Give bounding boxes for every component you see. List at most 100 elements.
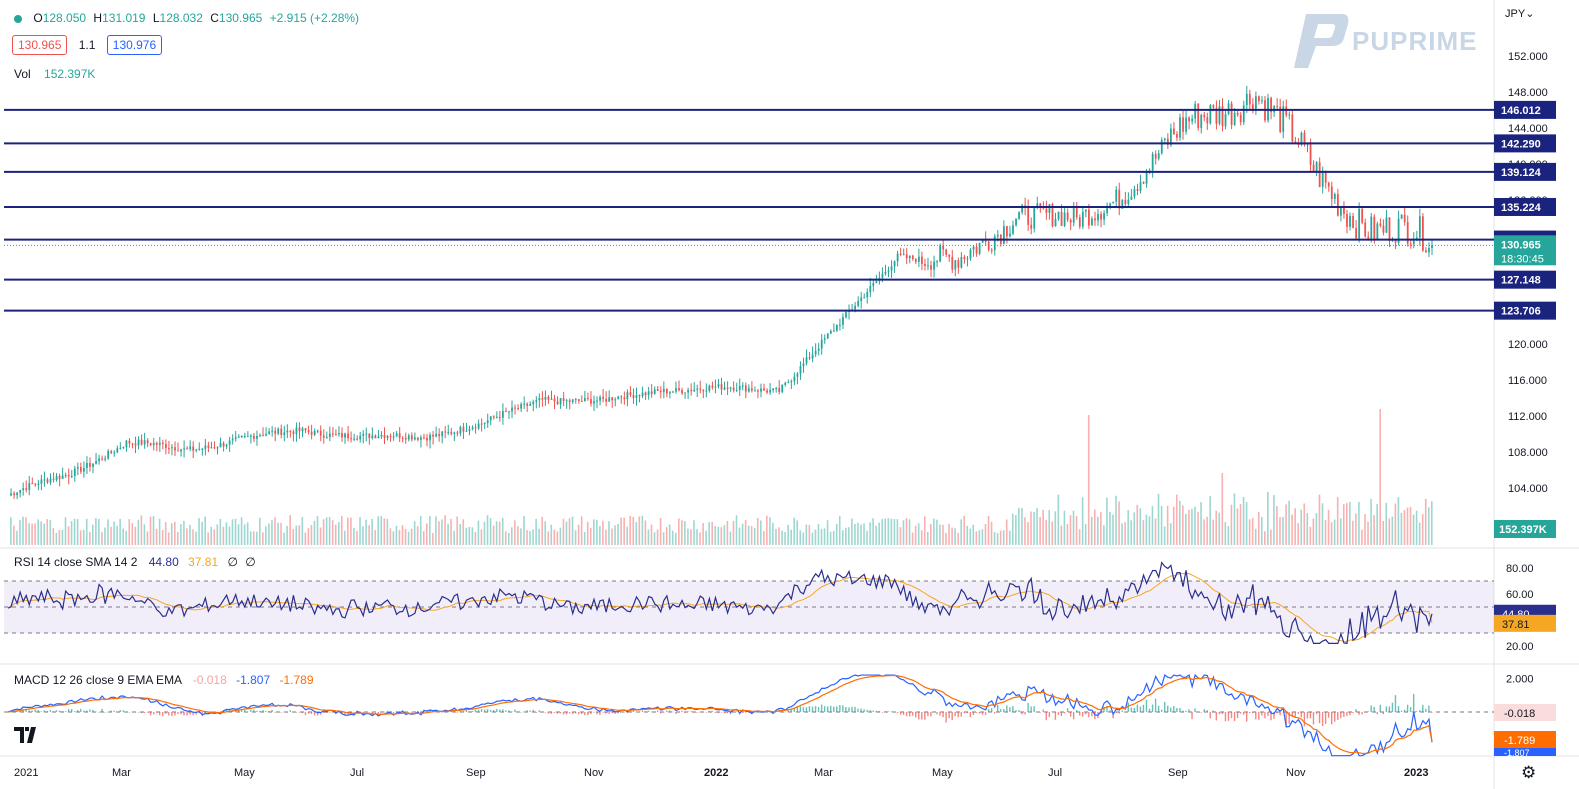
macd-histogram-bar [298,711,301,713]
macd-histogram-bar [532,709,534,712]
volume-bar [1021,507,1023,545]
candle-body [1188,117,1191,122]
macd-histogram-bar [638,711,641,713]
volume-bar [738,527,741,545]
candle-body [386,435,389,438]
volume-bar [113,521,115,545]
volume-bar [829,531,832,545]
macd-histogram-bar [1130,707,1133,712]
candle-body [174,447,176,451]
volume-bar [301,516,304,545]
volume-bar [638,516,641,545]
candle-body [1376,223,1379,241]
macd-histogram-bar [462,711,465,712]
volume-bar [49,519,52,545]
volume-bar [495,521,498,545]
volume-bar [520,528,522,545]
macd-histogram-bar [1060,712,1063,716]
volume-bar [1270,529,1272,545]
candle-body [429,434,431,441]
candle-body [243,435,246,437]
macd-histogram-bar [514,709,516,712]
candle-body [1270,97,1272,113]
volume-bar [717,526,720,545]
volume-bar [1039,517,1041,545]
macd-histogram-bar [811,706,814,712]
macd-histogram-bar [887,711,890,712]
volume-bar [577,524,580,545]
buy-button[interactable]: 130.976 [106,35,163,55]
volume-bar [316,515,319,545]
macd-histogram-bar [1221,712,1224,715]
candle-body [228,440,231,445]
candle-body [687,389,690,393]
volume-bar [167,532,170,545]
macd-histogram-bar [881,712,884,713]
volume-bar [784,531,786,545]
macd-histogram-bar [1258,712,1260,720]
macd-histogram-bar [578,712,580,715]
low-label: L [152,11,160,25]
macd-histogram-bar [480,708,483,712]
volume-bar [547,531,550,545]
volume-bar [371,518,373,545]
gear-icon[interactable]: ⚙ [1521,763,1537,782]
sell-button[interactable]: 130.965 [12,35,68,55]
macd-hist-tag-label: -0.018 [1504,708,1535,720]
volume-bar [501,517,504,545]
candle-body [1066,212,1069,220]
volume-bar [948,523,950,545]
macd-histogram-bar [492,710,495,712]
macd-histogram-bar [684,712,686,713]
volume-bar [52,528,55,545]
candle-body [511,407,513,412]
volume-bar [1379,409,1381,545]
macd-histogram-bar [1094,712,1096,720]
candle-body [1091,218,1093,226]
currency-selector[interactable]: JPY⌄ [1505,7,1534,20]
candle-body [280,428,283,436]
volume-bar [441,519,443,545]
candle-body [1327,182,1330,187]
candle-body [1118,189,1121,209]
volume-bar [61,529,64,545]
macd-histogram-bar [1151,704,1154,712]
volume-bar [1118,501,1120,545]
macd-histogram-bar [77,710,79,712]
macd-histogram-bar [326,712,328,713]
current-price-tag [1494,235,1556,266]
candle-body [608,397,611,402]
macd-histogram-bar [280,712,282,713]
candle-body [717,384,720,387]
volume-bar [274,517,276,545]
candle-body [134,443,137,446]
candle-body [996,234,999,237]
candle-body [40,479,43,484]
volume-bar [611,528,613,545]
volume-bar [699,532,701,545]
macd-histogram-bar [729,712,732,715]
candle-body [930,265,932,270]
volume-bar [122,528,124,545]
candle-body [213,447,216,449]
macd-histogram-bar [1078,712,1081,716]
volume-bar [1106,497,1108,545]
volume-bar [1412,514,1415,545]
volume-bar [143,524,146,545]
candle-body [492,416,495,418]
volume-bar [987,515,990,545]
candle-body [665,388,668,394]
candle-body [1021,205,1024,213]
volume-bar [380,516,383,545]
macd-histogram-bar [1242,712,1245,715]
candle-body [760,388,762,392]
volume-bar [1321,503,1324,545]
tradingview-logo[interactable] [14,727,40,748]
candle-body [177,450,179,452]
volume-bar [917,523,920,545]
volume-bar [435,516,437,545]
candle-body [1227,103,1230,115]
macd-histogram-bar [833,706,835,712]
volume-bar [793,517,795,545]
